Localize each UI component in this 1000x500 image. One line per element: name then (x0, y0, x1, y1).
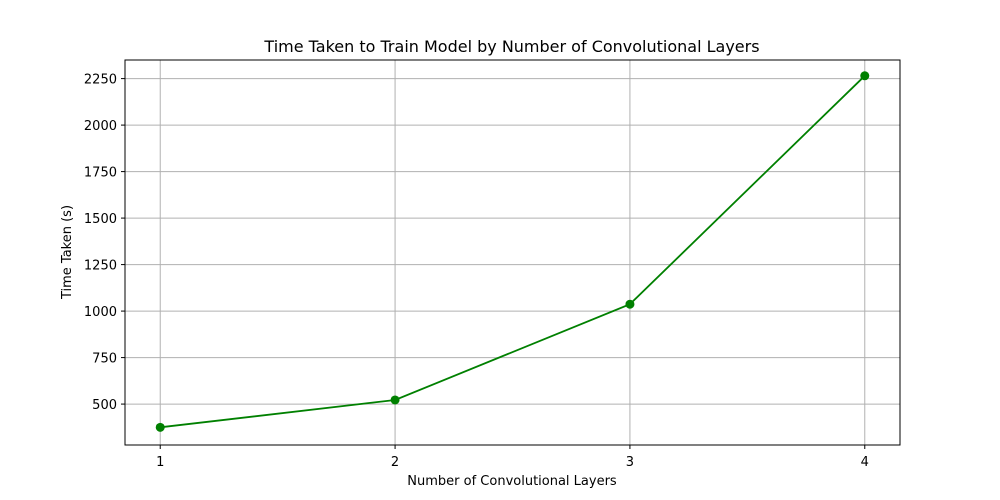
axis-ticks: 1 2 3 4 500 750 1000 1250 1500 1750 2000 2250 (84, 73, 869, 470)
y-tick-label: 1250 (84, 259, 117, 274)
chart-title: Time Taken to Train Model by Number of C… (263, 37, 759, 56)
y-tick-label: 2250 (84, 73, 117, 88)
series-line (160, 75, 866, 429)
y-tick-label: 750 (92, 352, 117, 367)
x-tick-label: 4 (861, 455, 869, 470)
x-tick-label: 2 (391, 455, 399, 470)
data-point (860, 71, 870, 81)
data-point (155, 422, 165, 432)
grid-lines (125, 60, 900, 445)
y-axis-label: Time Taken (s) (60, 205, 75, 300)
data-point (625, 299, 635, 309)
y-tick-label: 500 (92, 398, 117, 413)
x-axis-label: Number of Convolutional Layers (407, 474, 617, 489)
x-tick-label: 3 (626, 455, 634, 470)
y-tick-label: 1500 (84, 212, 117, 227)
y-tick-label: 1750 (84, 166, 117, 181)
plot-frame (124, 59, 901, 446)
data-point (390, 395, 400, 405)
plot-series (155, 71, 870, 432)
y-tick-label: 1000 (84, 305, 117, 320)
y-tick-label: 2000 (84, 119, 117, 134)
x-tick-label: 1 (156, 455, 164, 470)
